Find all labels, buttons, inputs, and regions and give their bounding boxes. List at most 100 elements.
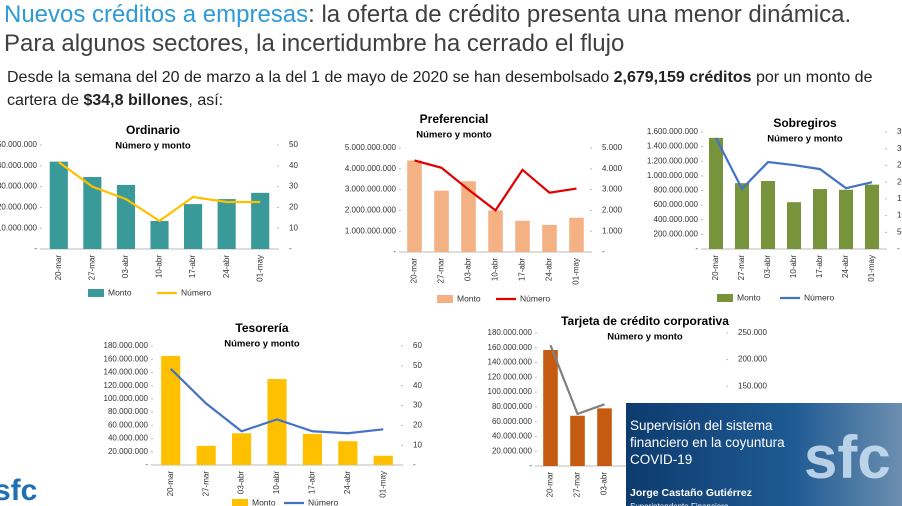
y-tick-label: 4.000.000.000 bbox=[345, 164, 397, 173]
y-tick-label: 5.000.000.000 bbox=[345, 143, 397, 152]
video-title: Supervisión del sistema financiero en la… bbox=[630, 418, 785, 467]
y2-tick-label: 30 bbox=[289, 182, 298, 191]
y-tick-label: - bbox=[393, 247, 396, 256]
bar bbox=[434, 190, 449, 252]
intro-bold: $34,8 billones bbox=[83, 92, 189, 109]
x-tick-label: 03-abr bbox=[121, 255, 130, 278]
bar bbox=[267, 379, 287, 465]
legend-swatch bbox=[717, 294, 733, 302]
line bbox=[169, 368, 384, 435]
x-tick-label: 01-may bbox=[867, 255, 876, 282]
bar bbox=[338, 441, 358, 465]
x-tick-label: 27-mar bbox=[437, 258, 446, 284]
y2-tick-label: 10 bbox=[289, 223, 298, 232]
x-tick-label: 20-mar bbox=[711, 255, 720, 281]
x-tick-label: 10-abr bbox=[272, 471, 281, 494]
y-tick-label: 140.000.000 bbox=[488, 358, 533, 367]
y2-tick-label: 30 bbox=[413, 401, 422, 410]
bar bbox=[302, 433, 322, 465]
y-tick-label: 400.000.000 bbox=[654, 215, 699, 224]
x-tick-label: 24-abr bbox=[222, 255, 231, 278]
y-tick-label: 20.000.000 bbox=[0, 203, 38, 212]
bar bbox=[232, 433, 252, 465]
title-rest: : la oferta de crédito presenta una meno… bbox=[4, 1, 852, 57]
legend-label: Número bbox=[520, 293, 551, 303]
video-thumbnail[interactable]: Supervisión del sistema financiero en la… bbox=[626, 403, 902, 506]
bar bbox=[812, 189, 828, 249]
x-tick-label: 20-mar bbox=[166, 471, 175, 497]
y2-tick-label: 20 bbox=[289, 203, 298, 212]
x-tick-label: 03-abr bbox=[600, 472, 609, 495]
bar bbox=[217, 199, 236, 249]
y2-tick-label: 250.000 bbox=[738, 328, 767, 337]
legend-label: Monto bbox=[252, 497, 276, 506]
y2-tick-label: 5.000 bbox=[602, 143, 623, 152]
y2-tick-label: 100 bbox=[897, 211, 902, 220]
y-tick-label: 160.000.000 bbox=[488, 343, 533, 352]
y2-tick-label: 40 bbox=[289, 161, 298, 170]
y-tick-label: 20.000.000 bbox=[108, 447, 149, 456]
x-tick-label: 24-abr bbox=[343, 471, 352, 494]
x-tick-label: 17-abr bbox=[308, 471, 317, 494]
bar bbox=[461, 181, 476, 252]
x-tick-label: 01-may bbox=[255, 255, 264, 282]
legend-label: Monto bbox=[737, 292, 761, 302]
bar bbox=[161, 355, 181, 465]
video-role: Superintendente Financiero bbox=[630, 502, 728, 506]
y-tick-label: 100.000.000 bbox=[104, 394, 149, 403]
bar bbox=[864, 184, 880, 249]
y2-tick-label: 250 bbox=[897, 161, 902, 170]
y2-tick-label: 150 bbox=[897, 194, 902, 203]
y2-tick-label: 50 bbox=[897, 227, 902, 236]
line bbox=[715, 137, 873, 191]
y-tick-label: 1.600.000.000 bbox=[647, 127, 699, 136]
bar bbox=[184, 204, 203, 249]
legend-swatch bbox=[437, 295, 453, 303]
y2-tick-label: 40 bbox=[413, 381, 422, 390]
slide-title: Nuevos créditos a empresas: la oferta de… bbox=[4, 0, 902, 58]
y-tick-label: 30.000.000 bbox=[0, 182, 38, 191]
chart-subtitle: Número y monto bbox=[607, 332, 683, 343]
y2-tick-label: 3.000 bbox=[602, 185, 623, 194]
x-tick-label: 03-abr bbox=[237, 471, 246, 494]
y2-tick-label: 300 bbox=[897, 144, 902, 153]
chart-subtitle: Número y monto bbox=[224, 339, 300, 350]
bar bbox=[708, 137, 724, 249]
bar bbox=[734, 183, 750, 249]
y-tick-label: - bbox=[695, 244, 698, 253]
x-tick-label: 27-mar bbox=[573, 472, 582, 498]
x-tick-label: 17-abr bbox=[815, 255, 824, 278]
y2-tick-label: 4.000 bbox=[602, 164, 623, 173]
y-tick-label: 1.000.000.000 bbox=[345, 226, 397, 235]
video-badge: sfc bbox=[804, 424, 891, 491]
y2-tick-label: 50 bbox=[289, 140, 298, 149]
bar bbox=[488, 210, 503, 252]
y2-tick-label: 150.000 bbox=[738, 381, 767, 390]
chart-title: Tesorería bbox=[235, 321, 288, 335]
bar bbox=[542, 224, 557, 252]
y2-tick-label: 10 bbox=[413, 440, 422, 449]
chart-subtitle: Número y monto bbox=[416, 130, 492, 141]
legend-label: Número bbox=[804, 292, 835, 302]
y-tick-label: 10.000.000 bbox=[0, 223, 38, 232]
x-tick-label: 10-abr bbox=[155, 255, 164, 278]
x-tick-label: 03-abr bbox=[464, 258, 473, 281]
y2-tick-label: - bbox=[413, 460, 416, 469]
chart-title: Sobregiros bbox=[773, 116, 837, 130]
y-tick-label: 20.000.000 bbox=[492, 446, 533, 455]
chart-title: Tarjeta de crédito corporativa bbox=[561, 314, 729, 328]
y-tick-label: 180.000.000 bbox=[488, 328, 533, 337]
x-tick-label: 24-abr bbox=[545, 258, 554, 281]
chart-subtitle: Número y monto bbox=[115, 141, 191, 152]
y-tick-label: 180.000.000 bbox=[104, 341, 149, 350]
x-tick-label: 20-mar bbox=[410, 258, 419, 284]
y-tick-label: 160.000.000 bbox=[104, 354, 149, 363]
y2-tick-label: 200.000 bbox=[738, 355, 767, 364]
y-tick-label: 1.000.000.000 bbox=[647, 171, 699, 180]
x-tick-label: 27-mar bbox=[87, 255, 96, 281]
chart-title: Ordinario bbox=[126, 123, 180, 137]
bar bbox=[116, 184, 135, 249]
chart-title: Preferencial bbox=[420, 112, 489, 126]
